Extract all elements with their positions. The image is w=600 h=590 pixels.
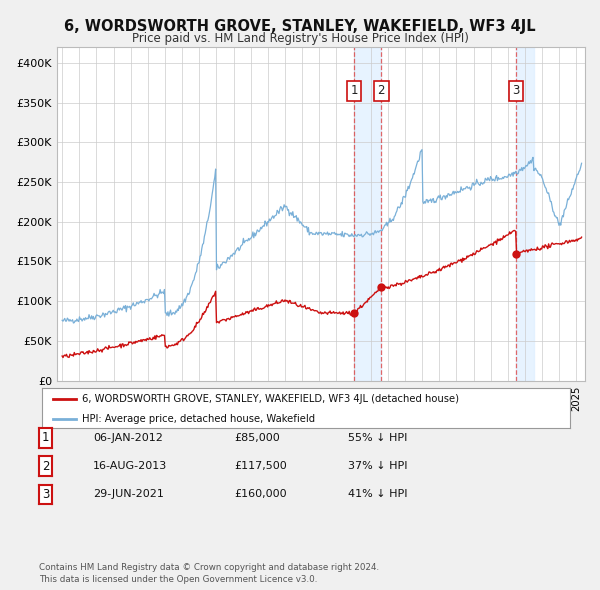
Text: 29-JUN-2021: 29-JUN-2021 [93,490,164,499]
Text: 1: 1 [41,431,49,444]
Bar [516,47,533,381]
Bar [354,47,382,381]
Text: 3: 3 [42,488,49,501]
Text: 06-JAN-2012: 06-JAN-2012 [93,433,163,442]
Text: 41% ↓ HPI: 41% ↓ HPI [348,490,407,499]
Text: HPI: Average price, detached house, Wakefield: HPI: Average price, detached house, Wake… [82,414,315,424]
Text: 55% ↓ HPI: 55% ↓ HPI [348,433,407,442]
Text: 37% ↓ HPI: 37% ↓ HPI [348,461,407,471]
Text: 2: 2 [41,460,49,473]
Text: £160,000: £160,000 [234,490,287,499]
Text: 2: 2 [377,84,385,97]
Text: 6, WORDSWORTH GROVE, STANLEY, WAKEFIELD, WF3 4JL: 6, WORDSWORTH GROVE, STANLEY, WAKEFIELD,… [64,19,536,34]
Text: Price paid vs. HM Land Registry's House Price Index (HPI): Price paid vs. HM Land Registry's House … [131,32,469,45]
Text: 3: 3 [512,84,520,97]
Text: Contains HM Land Registry data © Crown copyright and database right 2024.
This d: Contains HM Land Registry data © Crown c… [39,563,379,584]
Text: 16-AUG-2013: 16-AUG-2013 [93,461,167,471]
Text: £117,500: £117,500 [234,461,287,471]
Text: £85,000: £85,000 [234,433,280,442]
Text: 1: 1 [350,84,358,97]
Text: 6, WORDSWORTH GROVE, STANLEY, WAKEFIELD, WF3 4JL (detached house): 6, WORDSWORTH GROVE, STANLEY, WAKEFIELD,… [82,394,458,404]
